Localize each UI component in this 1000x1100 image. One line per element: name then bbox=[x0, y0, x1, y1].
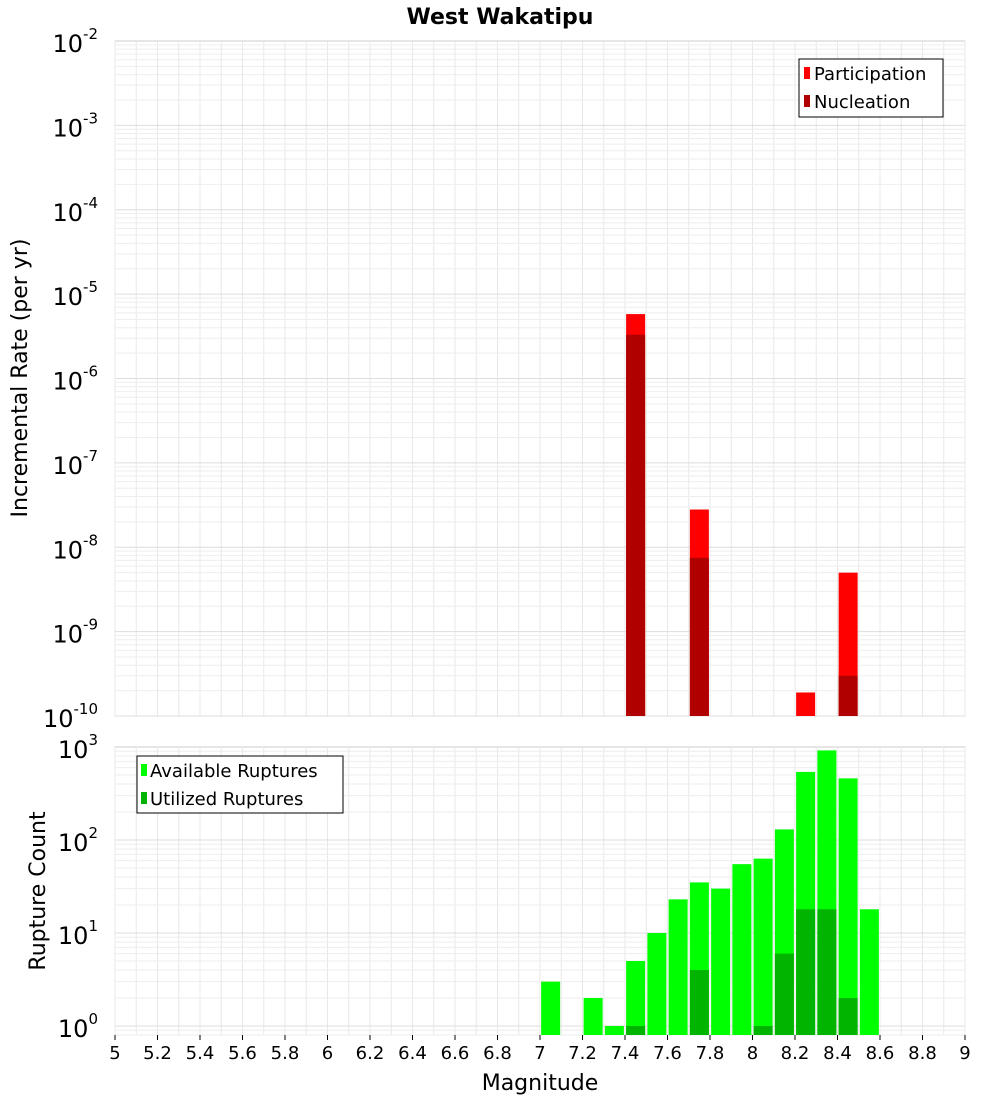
x-axis-label: Magnitude bbox=[482, 1071, 599, 1096]
chart-title: West Wakatipu bbox=[407, 5, 594, 30]
count-bar-a bbox=[838, 778, 858, 1035]
count-bar-b bbox=[753, 1025, 773, 1035]
x-tick-label: 8.4 bbox=[823, 1043, 852, 1064]
count-legend-box bbox=[136, 755, 344, 814]
rate-bars bbox=[626, 314, 858, 716]
rate-y-ticks: 10-2 10-3 10-4 10-5 10-6 10-7 10-8 10-9 10-10 bbox=[43, 25, 98, 733]
count-bar-a bbox=[753, 858, 773, 1035]
count-bar-a bbox=[711, 888, 731, 1035]
count-y-ticks: 103 102 101 100 bbox=[58, 731, 98, 1043]
count-y-tick-label: 101 bbox=[58, 917, 98, 950]
available-legend-label: Available Ruptures bbox=[150, 761, 318, 782]
rate-y-tick-label: 10-2 bbox=[52, 25, 98, 58]
count-bar-a bbox=[647, 932, 667, 1035]
count-bar-b bbox=[689, 969, 709, 1035]
count-bar-a bbox=[859, 909, 879, 1035]
x-tick-label: 7.2 bbox=[568, 1043, 597, 1064]
rate-legend-box bbox=[798, 58, 944, 118]
rate-y-tick-label: 10-7 bbox=[52, 447, 98, 480]
count-bar-b bbox=[817, 909, 837, 1035]
rate-bar-b bbox=[838, 675, 858, 716]
utilized-swatch bbox=[141, 792, 147, 804]
count-y-tick-label: 100 bbox=[58, 1010, 98, 1043]
count-bar-a bbox=[668, 899, 688, 1035]
count-bar-a bbox=[732, 864, 752, 1035]
x-tick-label: 5.6 bbox=[228, 1043, 257, 1064]
rate-panel: 10-2 10-3 10-4 10-5 10-6 10-7 10-8 10-9 10-10 In… bbox=[8, 25, 966, 733]
count-bars bbox=[541, 750, 879, 1035]
count-bar-a bbox=[541, 981, 561, 1035]
participation-legend-label: Participation bbox=[814, 64, 926, 85]
x-tick-label: 9 bbox=[959, 1043, 970, 1064]
count-bar-b bbox=[838, 997, 858, 1035]
x-tick-label: 6.4 bbox=[398, 1043, 427, 1064]
rate-y-tick-label: 10-3 bbox=[52, 109, 98, 142]
nucleation-legend-label: Nucleation bbox=[814, 92, 910, 113]
x-tick-label: 8 bbox=[747, 1043, 758, 1064]
x-tick-label: 7.6 bbox=[653, 1043, 682, 1064]
count-bar-a bbox=[626, 960, 646, 1035]
count-y-axis-label: Rupture Count bbox=[26, 811, 51, 971]
x-tick-label: 5.2 bbox=[143, 1043, 172, 1064]
rate-gridlines bbox=[114, 41, 966, 717]
rate-bar-b bbox=[626, 334, 646, 716]
x-tick-label: 7.8 bbox=[696, 1043, 725, 1064]
rate-y-tick-label: 10-6 bbox=[52, 363, 98, 396]
x-tick-label: 8.8 bbox=[908, 1043, 937, 1064]
rate-y-tick-label: 10-4 bbox=[52, 194, 98, 227]
rate-y-axis-label: Incremental Rate (per yr) bbox=[8, 239, 33, 518]
count-x-ticks: 5 5.2 5.4 5.6 5.8 6 6.2 6.4 6.6 6.8 7 7.2 7.4 7.6 7.8 8… bbox=[109, 1035, 971, 1064]
x-tick-label: 8.2 bbox=[781, 1043, 810, 1064]
x-tick-label: 6.2 bbox=[356, 1043, 385, 1064]
rate-bar-b bbox=[689, 557, 709, 716]
x-tick-label: 5.8 bbox=[271, 1043, 300, 1064]
x-tick-label: 5 bbox=[109, 1043, 120, 1064]
count-y-tick-label: 102 bbox=[58, 824, 98, 857]
count-bar-b bbox=[796, 909, 816, 1035]
rate-bar-a bbox=[796, 692, 816, 716]
rate-y-tick-label: 10-10 bbox=[43, 700, 98, 733]
participation-swatch bbox=[804, 67, 810, 79]
count-bar-b bbox=[626, 1025, 646, 1035]
rate-y-tick-label: 10-8 bbox=[52, 531, 98, 564]
x-tick-label: 6 bbox=[322, 1043, 333, 1064]
x-tick-label: 6.6 bbox=[441, 1043, 470, 1064]
count-bar-b bbox=[774, 953, 794, 1035]
x-tick-label: 7.4 bbox=[611, 1043, 640, 1064]
nucleation-swatch bbox=[804, 95, 810, 107]
rate-y-tick-label: 10-9 bbox=[52, 616, 98, 649]
count-y-tick-label: 103 bbox=[58, 731, 98, 764]
count-bar-a bbox=[583, 997, 603, 1035]
available-swatch bbox=[141, 764, 147, 776]
x-tick-label: 5.4 bbox=[186, 1043, 215, 1064]
utilized-legend-label: Utilized Ruptures bbox=[150, 789, 303, 810]
x-tick-label: 6.8 bbox=[483, 1043, 512, 1064]
x-tick-label: 7 bbox=[534, 1043, 545, 1064]
count-panel: 103 102 101 100 5 5.2 5.4 5.6 5.8 6 6.2 6.4 6.6 6.8 7… bbox=[26, 731, 971, 1096]
rate-y-tick-label: 10-5 bbox=[52, 278, 98, 311]
count-bar-a bbox=[604, 1025, 624, 1035]
count-legend: Available Ruptures Utilized Ruptures bbox=[136, 755, 344, 814]
rate-legend: Participation Nucleation bbox=[798, 58, 944, 118]
x-tick-label: 8.6 bbox=[866, 1043, 895, 1064]
